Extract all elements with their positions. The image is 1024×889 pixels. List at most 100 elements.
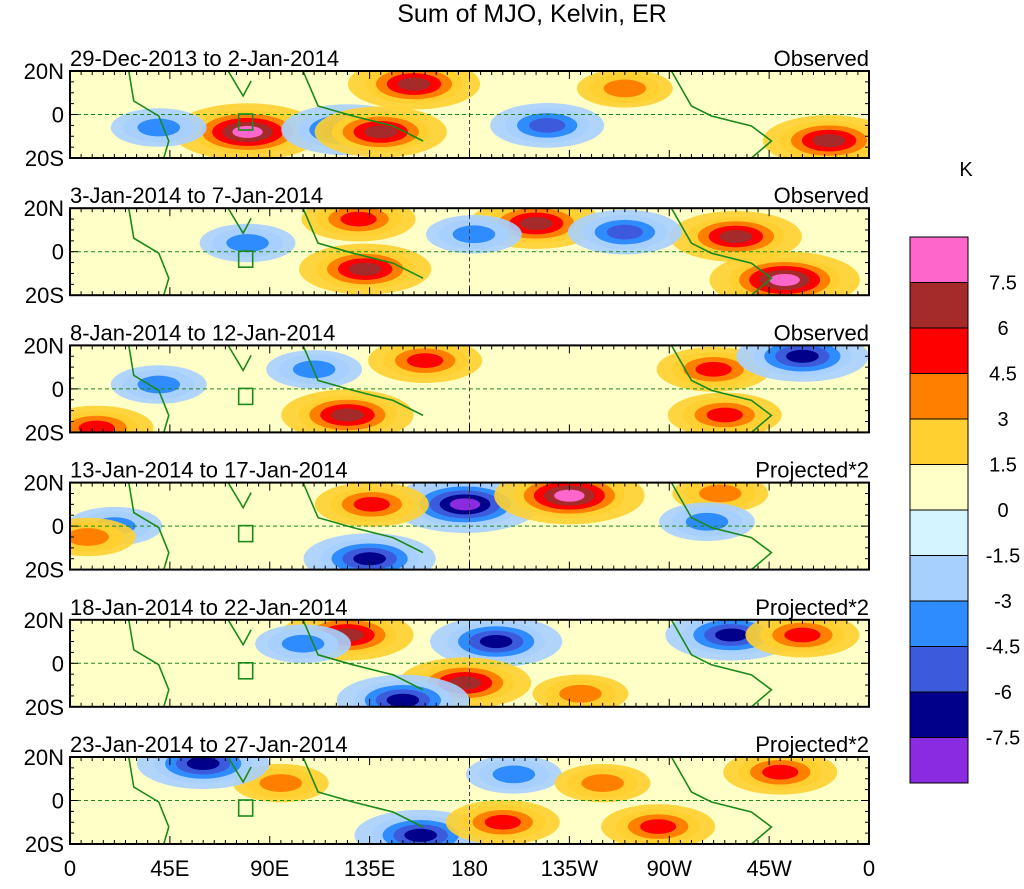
x-tick-label: 180 [451, 856, 488, 881]
anomaly-level [719, 229, 753, 244]
panel-3: 20N 0 20S 8-Jan-2014 to 12-Jan-2014 Observed [24, 320, 870, 445]
africa-coast [127, 71, 170, 158]
panel-1: 20N 0 20S 29-Dec-2013 to 2-Jan-2014 Observed [24, 46, 870, 171]
panel-ticks [69, 756, 870, 845]
anomaly-level [186, 757, 220, 771]
anomaly-level [386, 693, 420, 707]
anomaly-level [281, 634, 325, 653]
x-tick-label: 90W [647, 856, 692, 881]
x-tick-label: 90E [250, 856, 289, 881]
colorbar: K 7.5 6 4.5 3 1.5 0 -1.5 -3 -4.5 -6 -7.5 [909, 159, 1020, 784]
anomaly-level [331, 408, 364, 422]
anomaly-level [397, 77, 431, 91]
anomaly-5 [736, 345, 869, 382]
panel-period: 3-Jan-2014 to 7-Jan-2014 [70, 183, 323, 208]
anomaly-level [452, 225, 496, 244]
colorbar-swatch [909, 600, 969, 647]
panel-status: Projected*2 [755, 595, 869, 620]
y-tick-label: 20S [25, 558, 64, 583]
colorbar-swatch [909, 282, 969, 329]
americas-coast [670, 757, 773, 844]
anomaly-4 [601, 804, 716, 844]
anomaly-2 [368, 345, 483, 383]
anomaly-4 [672, 482, 769, 513]
anomaly-level [407, 353, 444, 368]
anomaly-level [529, 118, 566, 133]
anomaly-level [606, 224, 643, 240]
anomaly-level [559, 684, 602, 703]
panel-status: Projected*2 [755, 458, 869, 483]
y-tick-label: 20S [25, 832, 64, 857]
anomaly-level [340, 211, 377, 227]
x-tick-label: 135E [344, 856, 395, 881]
coastlines [127, 482, 773, 570]
anomaly-8 [70, 517, 136, 557]
panel-ticks [69, 207, 870, 296]
anomaly-1 [281, 389, 414, 433]
anomaly-field [255, 619, 860, 707]
x-tick-label: 45W [747, 856, 792, 881]
y-tick-label: 20N [24, 745, 64, 770]
panel-ticks [69, 70, 870, 159]
panel-period: 23-Jan-2014 to 27-Jan-2014 [70, 732, 348, 757]
anomaly-level [581, 774, 624, 792]
colorbar-swatch [909, 327, 969, 374]
anomaly-level [70, 528, 110, 546]
y-tick-label: 20N [24, 59, 64, 84]
anomaly-field [70, 345, 869, 433]
colorbar-swatch [909, 691, 969, 738]
anomaly-level [519, 216, 553, 230]
panel-period: 13-Jan-2014 to 17-Jan-2014 [70, 458, 348, 483]
anomaly-7 [465, 757, 562, 794]
y-tick-label: 0 [52, 651, 64, 676]
x-tick-label: 45E [150, 856, 189, 881]
y-tick-label: 0 [52, 789, 64, 814]
y-tick-label: 20S [25, 420, 64, 445]
panel-period: 29-Dec-2013 to 2-Jan-2014 [70, 46, 339, 71]
x-tick-label: 135W [541, 856, 599, 881]
anomaly-level [404, 828, 438, 842]
panel-2: 20N 0 20S 3-Jan-2014 to 7-Jan-2014 Observed [24, 183, 870, 308]
anomaly-level [603, 79, 647, 98]
colorbar-swatch [909, 509, 969, 556]
colorbar-label: 6 [997, 318, 1008, 340]
colorbar-label: 1.5 [989, 455, 1017, 477]
coastlines [127, 757, 773, 844]
y-tick-label: 20N [24, 471, 64, 496]
colorbar-label: 4.5 [989, 364, 1017, 386]
anomaly-level [698, 484, 742, 503]
anomaly-7 [567, 209, 682, 255]
colorbar-swatch [909, 373, 969, 420]
anomaly-level [492, 765, 536, 784]
coastlines [127, 71, 773, 158]
anomaly-level [784, 627, 821, 643]
anomaly-level [348, 262, 382, 276]
anomaly-field [70, 482, 769, 570]
africa-coast [127, 757, 170, 844]
panel-6: 20N 0 20S 23-Jan-2014 to 27-Jan-2014 Project… [24, 732, 870, 857]
colorbar-label: -7.5 [986, 728, 1020, 750]
anomaly-level [226, 234, 269, 252]
anomaly-2 [494, 482, 645, 525]
anomaly-8 [554, 763, 651, 803]
anomaly-6 [336, 674, 470, 707]
panel-status: Projected*2 [755, 732, 869, 757]
y-tick-label: 20N [24, 333, 64, 358]
panel-status: Observed [774, 183, 869, 208]
anomaly-6 [303, 533, 436, 570]
maritime-coast [302, 482, 424, 554]
maritime-coast [302, 208, 424, 279]
colorbar-label: -6 [994, 682, 1012, 704]
panels: 20N 0 20S 29-Dec-2013 to 2-Jan-2014 Observed… [24, 46, 870, 857]
colorbar-unit: K [959, 159, 973, 181]
colorbar-label: 0 [997, 500, 1008, 522]
anomaly-level [364, 125, 398, 139]
anomaly-2 [172, 103, 323, 158]
y-tick-label: 0 [52, 514, 64, 539]
anomaly-6 [490, 103, 605, 148]
coastlines [127, 345, 773, 433]
anomaly-level [695, 361, 732, 377]
anomaly-7 [532, 674, 629, 707]
anomaly-level [640, 819, 677, 834]
anomaly-field [137, 757, 838, 844]
